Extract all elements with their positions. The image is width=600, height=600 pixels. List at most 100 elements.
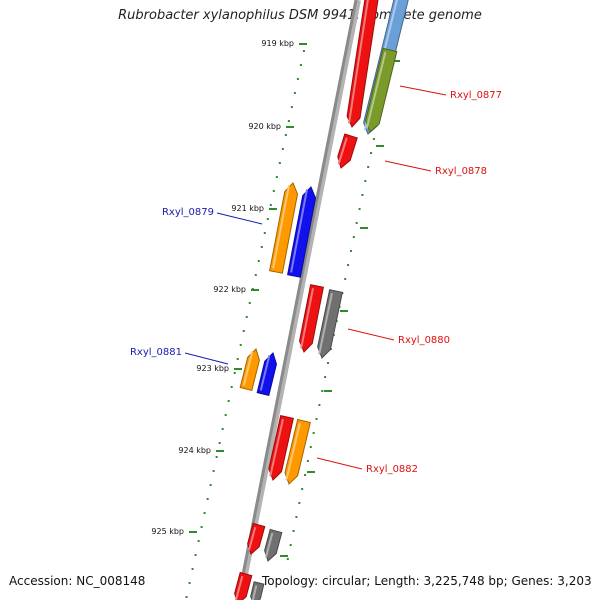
gene-label-leader (384, 160, 432, 172)
guide-dot (352, 236, 355, 238)
guide-dot (286, 558, 289, 560)
guide-dot (324, 376, 327, 378)
guide-dot (299, 64, 302, 66)
guide-dot (197, 540, 200, 542)
kbp-tick-label: 919 kbp (261, 39, 294, 48)
guide-dot (364, 180, 367, 182)
guide-dot (284, 134, 287, 136)
gene-arrow-0877-highlight (365, 51, 387, 129)
guide-dot (302, 50, 305, 52)
gene-label-leader (216, 212, 263, 225)
guide-dot (263, 232, 266, 234)
gene-arrow-0877-red (346, 0, 379, 128)
gene-arrow-0881 (256, 352, 277, 397)
backbone-line (236, 0, 358, 600)
guide-dot (269, 204, 272, 206)
guide-dot (188, 582, 191, 584)
gene-arrow-0882-red (268, 414, 294, 481)
gene-label[interactable]: Rxyl_0877 (450, 90, 502, 101)
guide-dot (281, 148, 284, 150)
gene-arrow-lower-gray-highlight (264, 532, 274, 558)
guide-dot (209, 484, 212, 486)
guide-dot (309, 446, 312, 448)
gene-arrow-0879-highlight (290, 189, 308, 273)
gene-label-leader (399, 85, 447, 96)
guide-dot (194, 554, 197, 556)
kbp-tick-label: 920 kbp (248, 122, 281, 131)
guide-dot (272, 190, 275, 192)
guide-dot (260, 246, 263, 248)
gene-label-leader (184, 352, 229, 365)
guide-dot (358, 208, 361, 210)
gene-arrow-0880-red-highlight (300, 288, 314, 349)
gene-arrow-0881-orange (239, 348, 260, 392)
gene-arrow-bottom-gray-highlight (251, 585, 258, 600)
gene-label[interactable]: Rxyl_0880 (398, 335, 450, 346)
gene-arrow-0878-highlight (337, 137, 348, 165)
guide-dot (298, 502, 301, 504)
guide-dot (370, 152, 373, 154)
guide-dot (295, 516, 298, 518)
guide-dot (248, 302, 251, 304)
gene-arrow-0882-red-highlight (269, 418, 284, 477)
gene-label[interactable]: Rxyl_0878 (435, 166, 487, 177)
gene-label[interactable]: Rxyl_0879 (162, 207, 214, 218)
guide-dot (224, 414, 227, 416)
gene-arrow-bottom-red-highlight (234, 575, 244, 600)
guide-dot (306, 460, 309, 462)
gene-arrow-0880-highlight (318, 293, 333, 355)
kbp-tick-label: 924 kbp (178, 446, 211, 455)
guide-dot (236, 358, 239, 360)
gene-arrow-0882-highlight (285, 422, 301, 481)
guide-dot (292, 530, 295, 532)
guide-dot (349, 250, 352, 252)
guide-dot (321, 390, 324, 392)
guide-dot (278, 162, 281, 164)
gene-arrow-0878 (337, 133, 358, 169)
guide-dot (203, 512, 206, 514)
guide-dot (218, 442, 221, 444)
guide-dot (289, 544, 292, 546)
gene-arrow-0877-red-highlight (348, 0, 369, 124)
guide-dot (275, 176, 278, 178)
gene-label-leader (347, 328, 395, 341)
guide-dot (355, 222, 358, 224)
guide-dot (315, 418, 318, 420)
guide-dot (239, 344, 242, 346)
guide-dot (266, 218, 269, 220)
guide-dot (200, 526, 203, 528)
guide-dot (361, 194, 364, 196)
gene-label-leader (316, 457, 363, 470)
gene-arrow-lower-red-highlight (247, 526, 257, 551)
guide-dot (245, 316, 248, 318)
gene-arrow-lower-red (247, 522, 266, 555)
kbp-tick-label: 921 kbp (231, 204, 264, 213)
gene-arrow-0882 (284, 418, 311, 485)
gene-arrow-lower-gray (264, 528, 283, 562)
kbp-tick-label: 925 kbp (151, 527, 184, 536)
guide-dot (304, 474, 307, 476)
gene-label[interactable]: Rxyl_0882 (366, 464, 418, 475)
gene-arrow-0879-orange-highlight (272, 185, 290, 269)
gene-arrow-0877 (365, 47, 398, 133)
guide-dot (212, 470, 215, 472)
guide-dot (206, 498, 209, 500)
guide-dot (367, 166, 370, 168)
guide-dot (293, 92, 296, 94)
gene-arrow-0881-highlight (259, 354, 271, 391)
guide-dot (318, 404, 321, 406)
guide-dot (301, 488, 304, 490)
gene-arrow-0880-red (299, 284, 324, 353)
guide-dot (326, 362, 329, 364)
gene-arrow-0881-orange-highlight (242, 350, 254, 386)
guide-dot (191, 568, 194, 570)
guide-dot (287, 120, 290, 122)
guide-dot (296, 78, 299, 80)
gene-label[interactable]: Rxyl_0881 (130, 347, 182, 358)
guide-dot (242, 330, 245, 332)
guide-dot (215, 456, 218, 458)
guide-dot (290, 106, 293, 108)
kbp-tick-label: 922 kbp (213, 285, 246, 294)
accession-text: Accession: NC_008148 (9, 574, 146, 588)
